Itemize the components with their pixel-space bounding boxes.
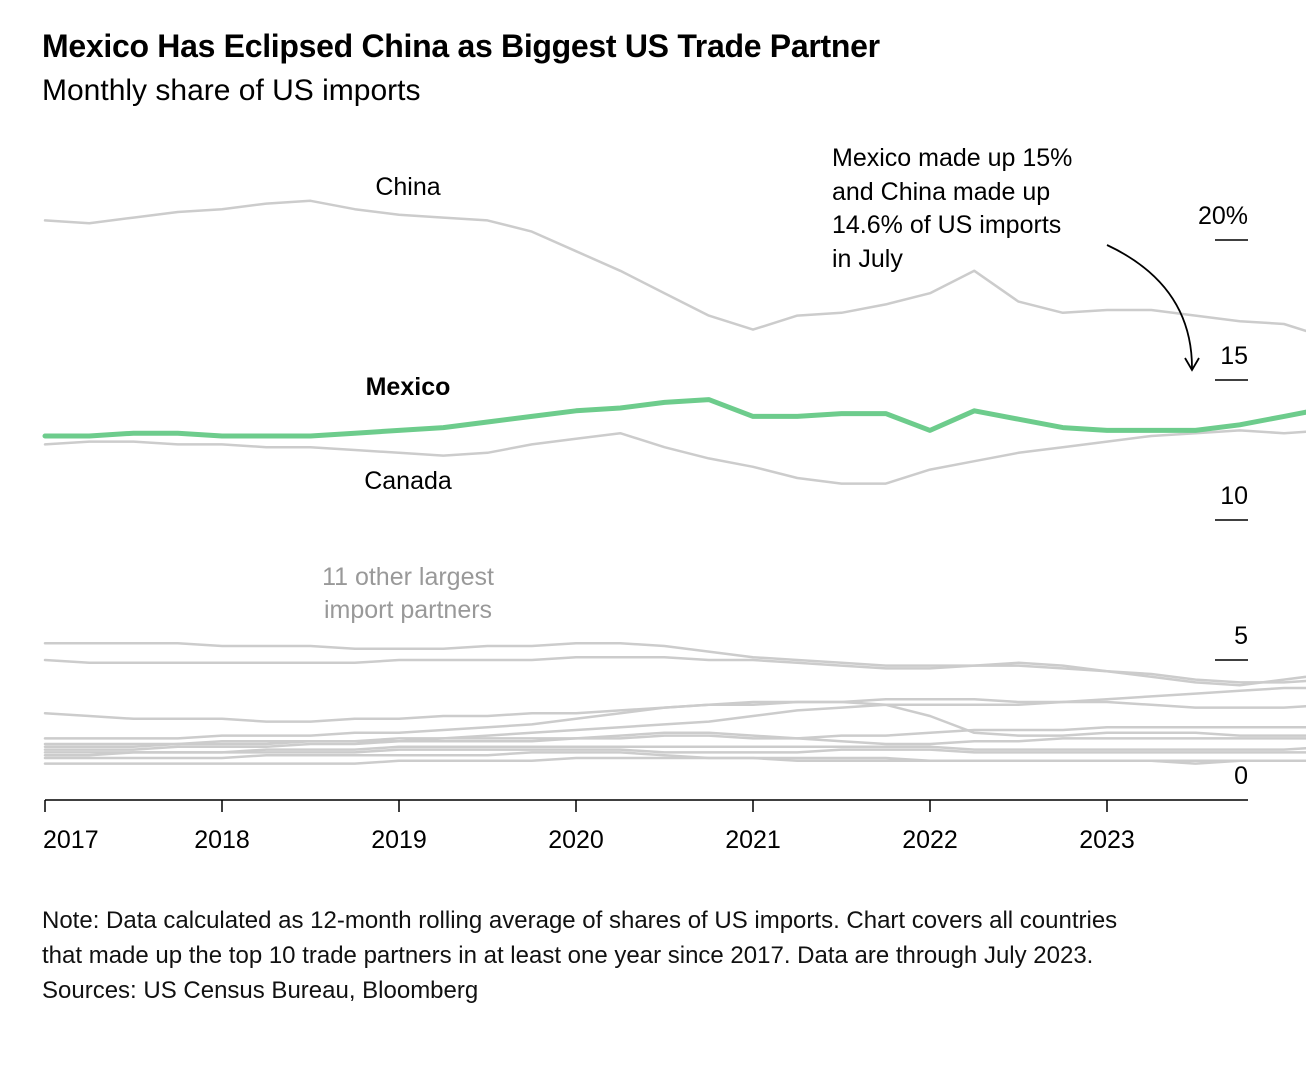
annotation-line-3: 14.6% of US imports	[832, 211, 1061, 239]
chart-notes: Note: Data calculated as 12-month rollin…	[42, 903, 1272, 1008]
note-line-1: Note: Data calculated as 12-month rollin…	[42, 907, 1118, 934]
series-line-other-partner-7	[43, 731, 1306, 751]
canada-label: Canada	[364, 467, 452, 495]
series-line-canada	[43, 429, 1306, 485]
line-chart: 0 5 10 15 20% 2017 2018 2019 2020 2021 2022 2023 C…	[42, 144, 1306, 854]
others-label-line1: 11 other largest	[322, 563, 494, 591]
others-label-line2: import partners	[324, 596, 492, 624]
mexico-label: Mexico	[366, 373, 451, 401]
series-line-china	[43, 199, 1306, 333]
series-line-other-partner-4	[43, 686, 1306, 740]
series-labels: China Mexico Canada 11 other largest imp…	[322, 173, 494, 624]
y-tick-label-4: 20%	[1198, 202, 1248, 230]
x-tick-label-2017: 2017	[43, 826, 99, 854]
x-axis: 2017 2018 2019 2020 2021 2022 2023	[43, 799, 1248, 854]
y-tick-label-2: 10	[1220, 482, 1248, 510]
series-line-other-partner-9	[43, 748, 1306, 757]
sources: Sources: US Census Bureau, Bloomberg	[42, 977, 479, 1004]
series-line-mexico	[42, 397, 1306, 439]
annotation-line-4: in July	[832, 245, 903, 273]
chart-subtitle: Monthly share of US imports	[42, 74, 421, 107]
annotation: Mexico made up 15% and China made up 14.…	[832, 144, 1200, 372]
annotation-arrowhead-icon	[1184, 357, 1200, 372]
annotation-line-2: and China made up	[832, 178, 1050, 206]
annotation-arrow	[1106, 244, 1193, 369]
series-line-other-partner-1	[43, 641, 1306, 687]
chart-title: Mexico Has Eclipsed China as Biggest US …	[42, 28, 880, 64]
series-line-other-partner-2	[43, 655, 1306, 684]
series-line-other-partner-11	[43, 756, 1306, 765]
china-label: China	[375, 173, 440, 201]
y-axis: 0 5 10 15 20%	[1198, 202, 1248, 790]
x-tick-label-2021: 2021	[725, 826, 781, 854]
note-line-2: that made up the top 10 trade partners i…	[42, 942, 1094, 969]
x-tick-label-2023: 2023	[1079, 826, 1135, 854]
series-line-other-partner-3	[43, 700, 1306, 723]
series-lines	[42, 199, 1306, 765]
x-tick-label-2018: 2018	[194, 826, 250, 854]
y-tick-label-0: 0	[1234, 762, 1248, 790]
x-tick-label-2020: 2020	[548, 826, 604, 854]
x-tick-label-2019: 2019	[371, 826, 427, 854]
series-line-other-partner-6	[43, 725, 1306, 746]
annotation-line-1: Mexico made up 15%	[832, 144, 1072, 172]
series-line-other-partner-8	[43, 745, 1306, 754]
x-tick-label-2022: 2022	[902, 826, 958, 854]
y-tick-label-1: 5	[1234, 622, 1248, 650]
series-line-other-partner-5	[43, 703, 1306, 749]
y-tick-label-3: 15	[1220, 342, 1248, 370]
